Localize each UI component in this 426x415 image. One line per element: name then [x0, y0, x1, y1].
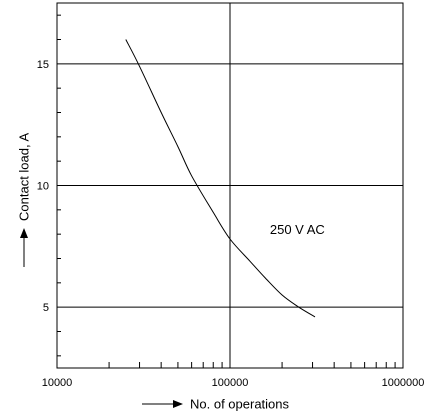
- x-tick-label: 100000: [212, 377, 249, 389]
- y-tick-label: 15: [37, 59, 49, 71]
- y-axis-arrow-head: [20, 228, 28, 238]
- x-axis-title: No. of operations: [142, 397, 290, 412]
- x-tick-label: 10000: [42, 377, 73, 389]
- y-axis-label: Contact load, A: [17, 133, 32, 221]
- grid-lines: [57, 3, 403, 368]
- annotations: 250 V AC: [270, 222, 325, 237]
- series-annotation: 250 V AC: [270, 222, 325, 237]
- y-tick-label: 10: [37, 181, 49, 193]
- axis-ticks: [57, 14, 396, 368]
- x-tick-label: 1000000: [382, 377, 425, 389]
- x-axis-arrow-head: [173, 400, 183, 408]
- x-axis-label: No. of operations: [190, 397, 290, 412]
- series-line: [125, 39, 316, 318]
- y-axis-title: Contact load, A: [17, 133, 32, 267]
- series-lines: [125, 39, 316, 318]
- tick-labels: 10000 100000 1000000 5 10 15: [37, 59, 425, 389]
- y-tick-label: 5: [43, 302, 49, 314]
